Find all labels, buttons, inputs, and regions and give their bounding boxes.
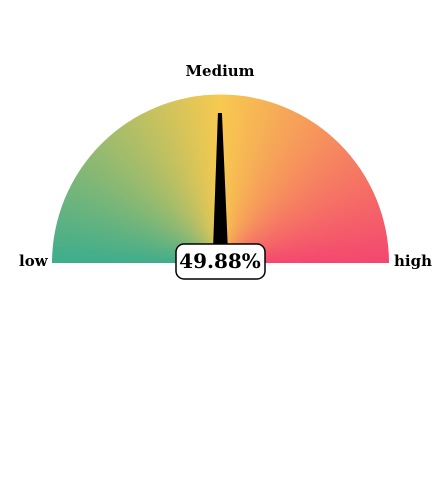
value-box [175, 243, 266, 280]
gauge-min-label: low [19, 252, 49, 270]
gauge-mid-label: Medium [185, 62, 254, 80]
gauge-needle [212, 112, 229, 264]
gauge-value-label: 49.88% [179, 249, 261, 273]
gauge-max-label: high [394, 252, 432, 270]
